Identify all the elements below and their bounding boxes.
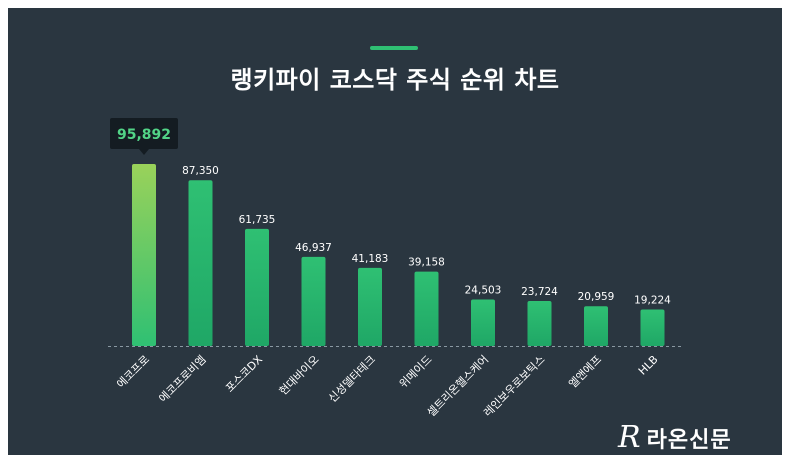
bar-value-label-0: 95,892: [117, 127, 171, 143]
publisher-logo: R 라온신문: [618, 422, 732, 454]
bar-0: [132, 164, 156, 346]
highlight-tooltip: [110, 118, 178, 149]
bar-8: [584, 306, 608, 346]
category-label-0: 에코프로: [114, 353, 152, 391]
bar-6: [471, 299, 495, 346]
bar-value-label-1: 87,350: [182, 165, 219, 177]
bar-value-label-7: 23,724: [521, 286, 558, 298]
bar-9: [640, 309, 665, 346]
bar-4: [358, 267, 382, 346]
category-label-4: 신성델타테크: [326, 353, 378, 405]
category-label-1: 에코프로비엠: [156, 353, 208, 405]
bar-value-label-2: 61,735: [239, 214, 276, 226]
bar-value-label-8: 20,959: [578, 291, 615, 303]
bar-7: [527, 300, 552, 346]
category-label-7: 레인보우로보틱스: [481, 353, 547, 419]
category-label-3: 현대바이오: [277, 353, 322, 398]
category-label-9: HLB: [636, 353, 661, 378]
bar-5: [414, 271, 439, 346]
category-label-2: 포스코DX: [223, 353, 265, 395]
chart-title: 랭키파이 코스닥 주식 순위 차트: [230, 66, 560, 94]
bar-value-label-3: 46,937: [295, 242, 332, 254]
bar-2: [245, 228, 269, 346]
category-label-5: 위메이드: [397, 353, 435, 391]
bar-3: [301, 256, 326, 346]
bar-value-label-4: 41,183: [352, 253, 389, 265]
bar-1: [188, 180, 213, 346]
logo-mark-icon: R: [618, 420, 641, 455]
bar-value-label-9: 19,224: [634, 295, 671, 307]
logo-text: 라온신문: [646, 428, 732, 453]
category-label-8: 엘앤에프: [566, 353, 604, 391]
bar-value-label-6: 24,503: [465, 284, 502, 296]
title-accent-line: [370, 46, 418, 50]
tooltip-pointer: [139, 149, 149, 155]
bar-value-label-5: 39,158: [408, 257, 445, 269]
